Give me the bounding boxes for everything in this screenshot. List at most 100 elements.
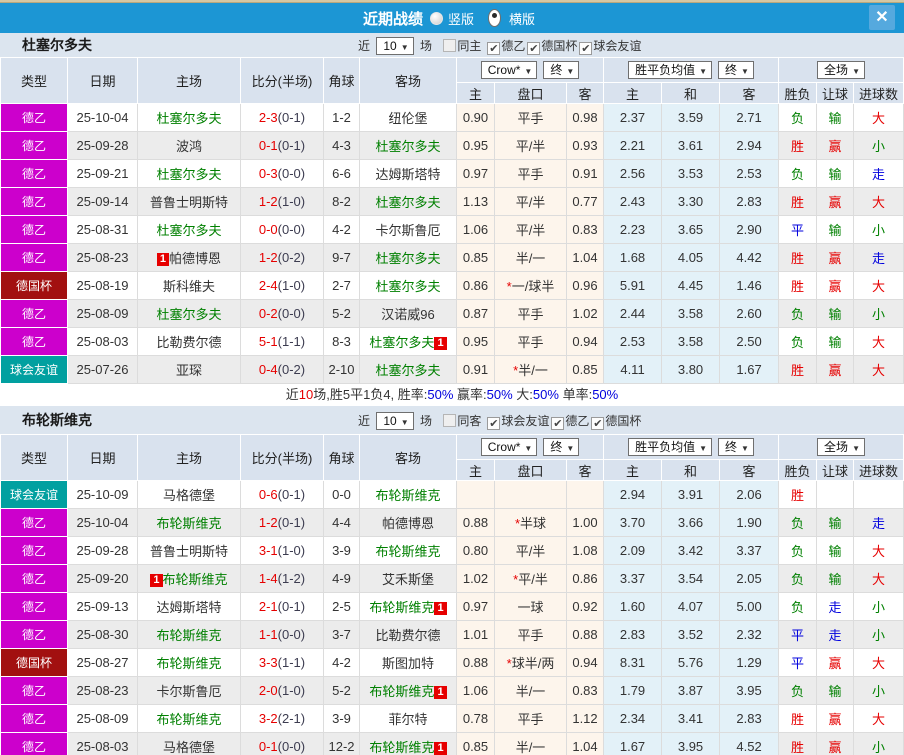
away-team-cell: 达姆斯塔特 [359,159,457,188]
winloss-result-cell: 负 [778,327,818,356]
layout-vertical-radio[interactable] [429,11,443,25]
away-team-cell: 斯图加特 [359,648,457,677]
recent-count-select[interactable]: 10 ▼ [376,411,414,430]
odds-final-select[interactable]: 终 ▼ [543,438,580,456]
goals-result-cell: 大 [853,271,904,300]
home-odds-cell: 0.80 [456,536,495,565]
away-odds-cell: 0.83 [565,215,605,244]
layout-horizontal-radio[interactable] [488,9,501,27]
handicap-result-cell: 走 [816,620,855,649]
handicap-cell: 平手 [494,327,567,356]
odds-final-select[interactable]: 终 ▼ [543,61,580,79]
chevron-down-icon: ▼ [400,417,409,427]
type-badge-cell: 德乙 [0,732,68,755]
home-odds-cell: 1.06 [456,676,495,705]
type-badge-cell: 德乙 [0,187,68,216]
subcol-handicap-result: 让球 [816,82,855,104]
mean-draw-cell: 3.30 [661,187,721,216]
away-odds-cell: 0.86 [565,564,605,593]
mean-final-select[interactable]: 终 ▼ [718,61,754,79]
scope-select[interactable]: 全场 ▼ [817,61,865,79]
goals-result-cell: 大 [853,327,904,356]
mean-home-cell: 2.56 [603,159,663,188]
league-checkbox[interactable]: ✔ 球会友谊 [579,38,642,55]
col-corner: 角球 [323,434,360,481]
subcol-mean-away: 客 [719,459,780,481]
close-icon[interactable]: ✕ [869,5,895,30]
handicap-cell: 平/半 [494,131,567,160]
subcol-mean-away: 客 [719,82,780,104]
subcol-odds-home: 主 [456,82,495,104]
handicap-result-cell: 赢 [816,131,855,160]
handicap-result-cell: 输 [816,536,855,565]
match-row: 德乙 25-08-03 马格德堡 0-1(0-0) 12-2 布轮斯维克 1 0.85 半/一 1… [0,732,904,755]
league-checkbox[interactable]: ✔ 德国杯 [591,413,642,430]
mean-draw-cell: 3.87 [661,676,721,705]
home-team-cell: 1 帕德博恩 [137,243,241,272]
same-venue-checkbox[interactable]: 同主 [443,38,481,53]
home-team-cell: 马格德堡 [137,480,241,509]
checkbox-checked-icon: ✔ [591,416,605,430]
type-badge-cell: 德乙 [0,131,68,160]
home-odds-cell: 0.87 [456,299,495,328]
checkbox-checked-icon: ✔ [551,416,565,430]
odds-source-select[interactable]: Crow* ▼ [480,438,538,456]
same-venue-checkbox[interactable]: 同客 [443,413,481,428]
mean-home-cell: 2.21 [603,131,663,160]
date-cell: 25-08-27 [67,648,138,677]
mean-away-cell: 1.67 [719,355,780,384]
home-odds-cell: 0.85 [456,732,495,755]
handicap-result-cell: 输 [816,676,855,705]
winloss-result-cell: 平 [778,648,818,677]
home-odds-cell: 0.90 [456,103,495,132]
mean-type-select[interactable]: 胜平负均值 ▼ [628,61,713,79]
league-checkbox[interactable]: ✔ 德国杯 [527,38,578,55]
mean-type-select[interactable]: 胜平负均值 ▼ [628,438,713,456]
goals-result-cell: 大 [853,103,904,132]
col-type: 类型 [0,434,68,481]
layout-vertical-label[interactable]: 竖版 [447,11,474,27]
mean-away-cell: 4.42 [719,243,780,272]
matches-table: 类型 日期 主场 比分(半场) 角球 客场 Crow* ▼ 终 ▼ 胜平负均值 ▼ 终 ▼ … [0,57,904,384]
handicap-cell: 半/一 [494,732,567,755]
mean-draw-cell: 4.07 [661,592,721,621]
winloss-result-cell: 负 [778,592,818,621]
goals-result-cell: 走 [853,243,904,272]
score-cell: 0-1(0-1) [240,131,324,160]
checkbox-icon [443,38,457,52]
corners-cell: 3-9 [323,536,360,565]
odds-source-select[interactable]: Crow* ▼ [480,61,538,79]
team-name: 杜塞尔多夫 [22,37,92,53]
league-checkbox[interactable]: ✔ 德乙 [487,38,526,55]
date-cell: 25-10-04 [67,508,138,537]
recent-count-select[interactable]: 10 ▼ [376,36,414,55]
home-team-cell: 杜塞尔多夫 [137,215,241,244]
subcol-handicap-result: 让球 [816,459,855,481]
checkbox-icon [443,413,457,427]
score-cell: 1-4(1-2) [240,564,324,593]
winloss-result-cell: 胜 [778,704,818,733]
red-card-badge: 1 [434,686,447,699]
date-cell: 25-08-23 [67,676,138,705]
score-cell: 2-3(0-1) [240,103,324,132]
scope-select[interactable]: 全场 ▼ [817,438,865,456]
handicap-result-cell: 赢 [816,732,855,755]
goals-result-cell: 走 [853,508,904,537]
league-checkbox[interactable]: ✔ 德乙 [551,413,590,430]
away-team-cell: 布轮斯维克 1 [359,732,457,755]
score-cell: 1-2(0-2) [240,243,324,272]
away-odds-cell: 0.92 [565,592,605,621]
handicap-cell: *平/半 [494,564,567,593]
league-checkbox[interactable]: ✔ 球会友谊 [487,413,550,430]
handicap-result-cell: 赢 [816,704,855,733]
subcol-mean-draw: 和 [661,459,721,481]
mean-final-select[interactable]: 终 ▼ [718,438,754,456]
layout-horizontal-label[interactable]: 横版 [509,11,536,27]
mean-draw-cell: 3.54 [661,564,721,593]
corners-cell: 6-6 [323,159,360,188]
home-odds-cell: 0.88 [456,508,495,537]
winloss-result-cell: 胜 [778,355,818,384]
handicap-cell: *半球 [494,508,567,537]
handicap-cell: 半/一 [494,676,567,705]
games-label: 场 [419,38,432,53]
